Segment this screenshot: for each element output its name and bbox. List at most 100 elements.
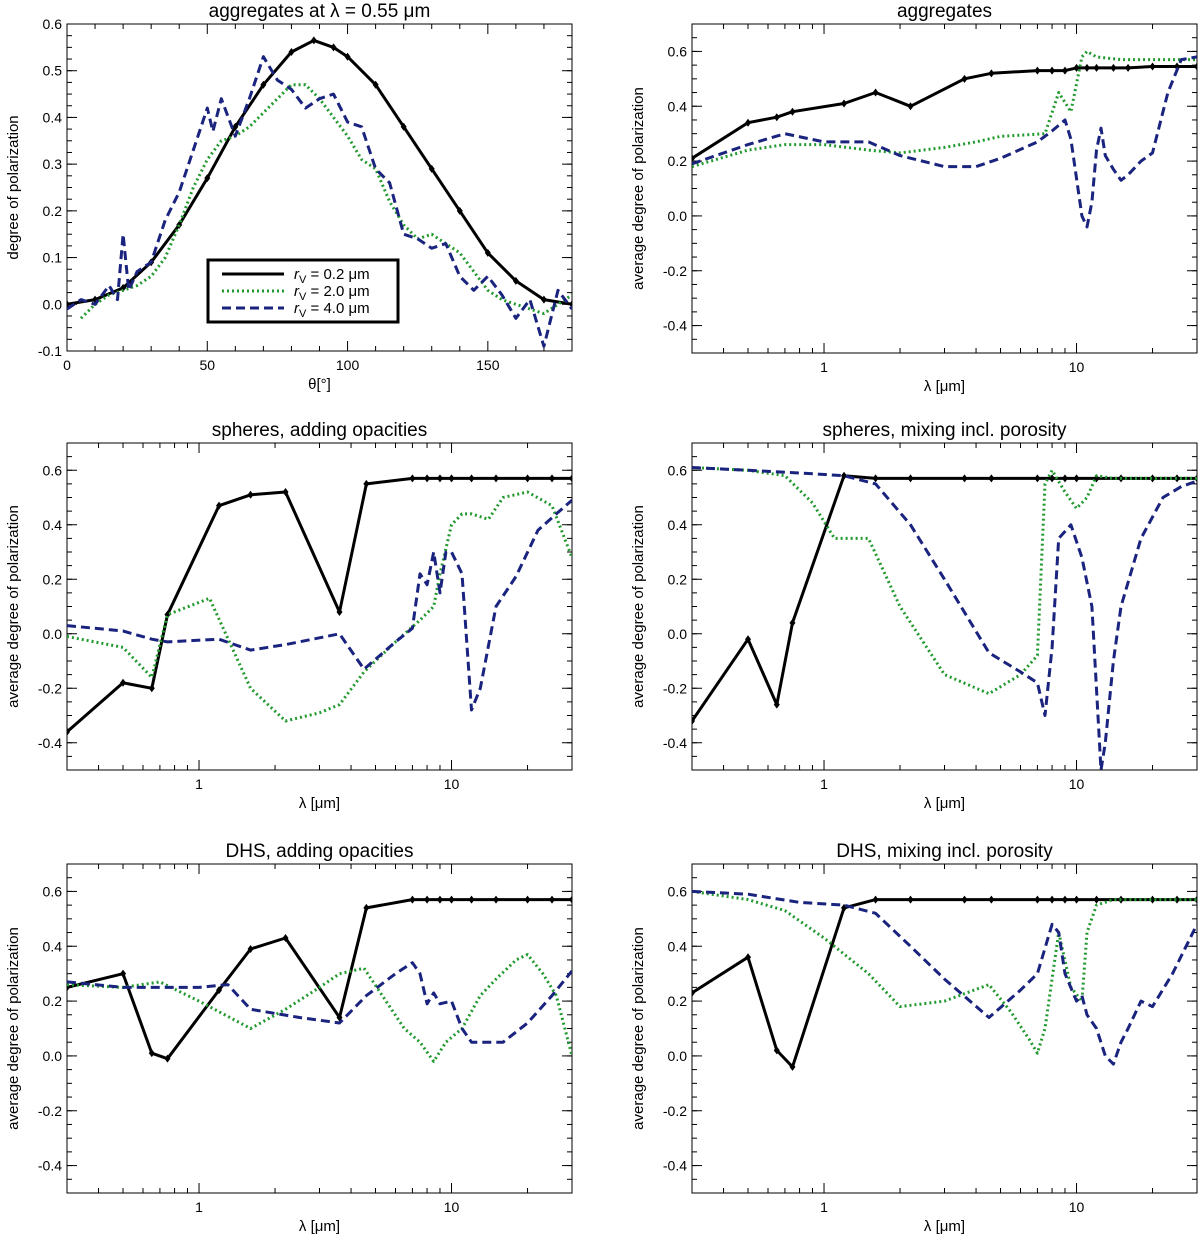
legend-label-value: = 4.0 μm xyxy=(306,300,369,317)
data-point-marker xyxy=(400,122,407,131)
y-tick-label: 0.0 xyxy=(43,1048,63,1064)
series-line-r40 xyxy=(67,961,572,1044)
data-point-marker xyxy=(549,474,556,483)
data-point-marker xyxy=(1174,895,1181,904)
data-point-marker xyxy=(841,471,848,480)
data-point-marker xyxy=(1061,895,1068,904)
data-point-marker xyxy=(1110,63,1117,72)
x-axis-label: λ [μm] xyxy=(924,1218,965,1235)
data-point-marker xyxy=(1194,62,1197,71)
data-point-marker xyxy=(540,295,547,304)
data-point-marker xyxy=(448,474,455,483)
x-tick-label: 1 xyxy=(820,359,828,375)
data-point-marker xyxy=(1093,895,1100,904)
data-point-marker xyxy=(67,727,70,736)
chart-title: aggregates xyxy=(897,1,992,22)
data-point-marker xyxy=(1049,895,1056,904)
y-axis-label: degree of polarization xyxy=(5,115,22,259)
series-line-r02 xyxy=(692,65,1197,160)
series-line-r40 xyxy=(67,499,572,712)
plot-frame xyxy=(691,863,1198,1194)
y-tick-label: 0.0 xyxy=(668,1048,688,1064)
data-point-marker xyxy=(260,80,267,89)
data-point-marker xyxy=(961,895,968,904)
y-tick-label: 0.2 xyxy=(668,993,688,1009)
data-point-marker xyxy=(288,48,295,57)
x-axis-label: λ [μm] xyxy=(924,378,965,395)
data-point-marker xyxy=(512,276,519,285)
y-tick-label: -0.4 xyxy=(38,735,62,751)
x-tick-label: 10 xyxy=(1069,359,1085,375)
y-tick-label: -0.2 xyxy=(38,1103,62,1119)
data-point-marker xyxy=(436,474,443,483)
chart-title: DHS, mixing incl. porosity xyxy=(836,841,1053,862)
data-point-marker xyxy=(569,895,572,904)
data-point-marker xyxy=(1049,66,1056,75)
y-tick-label: 0.6 xyxy=(668,883,688,899)
y-tick-label: -0.2 xyxy=(663,263,687,279)
legend-box xyxy=(206,258,400,324)
y-tick-label: 0.6 xyxy=(43,16,63,32)
y-tick-label: 0.5 xyxy=(43,63,63,79)
x-tick-label: 100 xyxy=(336,357,360,373)
data-point-marker xyxy=(692,154,695,163)
data-point-marker xyxy=(745,953,752,962)
chart-panel-6: DHS, mixing incl. porosity 1 10 -0.4 -0.2 0.0… xyxy=(630,841,1198,1235)
data-point-marker xyxy=(216,501,223,510)
x-tick-label: 1 xyxy=(195,1199,203,1215)
series-line-r40 xyxy=(692,55,1197,229)
data-point-marker xyxy=(1083,63,1090,72)
data-point-marker xyxy=(692,716,695,725)
data-point-marker xyxy=(247,944,254,953)
data-point-marker xyxy=(336,607,343,616)
data-point-marker xyxy=(176,220,183,229)
y-tick-label: 0.0 xyxy=(43,626,63,642)
data-point-marker xyxy=(247,490,254,499)
series-group xyxy=(692,466,1197,770)
legend-label-subscript: V xyxy=(299,291,307,303)
chart-panel-3: spheres, adding opacities 1 10 -0.4 -0.2 0.0 0… xyxy=(5,420,573,812)
data-point-marker xyxy=(484,248,491,257)
x-tick-label: 1 xyxy=(195,776,203,792)
series-line-r20 xyxy=(692,889,1197,1055)
series-group xyxy=(692,889,1197,1071)
y-tick-label: 0.2 xyxy=(668,153,688,169)
y-tick-label: 0.1 xyxy=(43,250,63,266)
plot-frame xyxy=(691,442,1198,771)
plot-frame xyxy=(691,23,1198,354)
data-point-marker xyxy=(1073,895,1080,904)
data-point-marker xyxy=(841,99,848,108)
data-point-marker xyxy=(492,895,499,904)
data-point-marker xyxy=(789,618,796,627)
data-point-marker xyxy=(492,474,499,483)
data-point-marker xyxy=(1149,474,1156,483)
data-point-marker xyxy=(204,174,211,183)
data-point-marker xyxy=(988,474,995,483)
y-tick-label: -0.4 xyxy=(38,1158,62,1174)
y-tick-label: 0.4 xyxy=(668,98,688,114)
data-point-marker xyxy=(282,488,289,497)
chart-title: spheres, mixing incl. porosity xyxy=(823,420,1067,441)
data-point-marker xyxy=(773,1046,780,1055)
legend-label-r: r xyxy=(294,266,300,283)
data-point-marker xyxy=(120,678,127,687)
data-point-marker xyxy=(330,43,337,52)
y-tick-label: 0.2 xyxy=(43,571,63,587)
series-line-r40 xyxy=(692,466,1197,770)
data-point-marker xyxy=(789,1062,796,1071)
legend-label-subscript: V xyxy=(299,308,307,320)
data-point-marker xyxy=(872,474,879,483)
legend-label-r20: rV = 2.0 μm xyxy=(294,283,370,303)
y-tick-label: 0.0 xyxy=(668,626,688,642)
x-tick-label: 0 xyxy=(63,357,71,373)
data-point-marker xyxy=(148,684,155,693)
data-point-marker xyxy=(692,988,695,997)
legend-label-subscript: V xyxy=(299,274,307,286)
data-point-marker xyxy=(961,474,968,483)
legend-label-value: = 0.2 μm xyxy=(306,266,369,283)
y-tick-label: -0.2 xyxy=(38,680,62,696)
data-point-marker xyxy=(428,164,435,173)
y-tick-label: 0.2 xyxy=(43,203,63,219)
series-line-r02 xyxy=(692,474,1197,722)
data-point-marker xyxy=(773,113,780,122)
